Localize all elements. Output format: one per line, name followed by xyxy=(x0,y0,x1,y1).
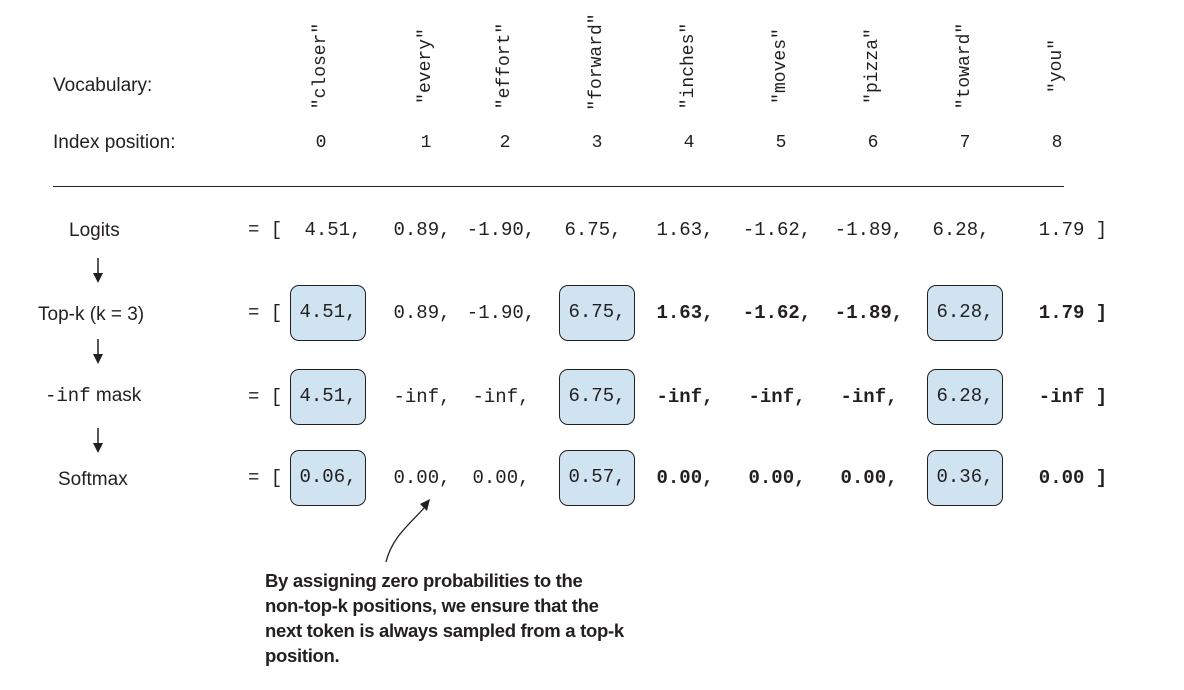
mask-highlight-value: 6.75, xyxy=(568,385,626,407)
mask-label-code: -inf xyxy=(45,385,91,407)
softmax-highlight-cell: 0.06, xyxy=(290,450,366,506)
logits-value: -1.89, xyxy=(834,219,904,241)
annotation-arrow-icon xyxy=(385,499,430,563)
mask-value: -inf, xyxy=(656,386,714,408)
down-arrow-icon xyxy=(93,258,103,283)
mask-prefix: = [ xyxy=(248,386,283,408)
softmax-value: 0.00, xyxy=(472,467,530,489)
topk-value: -1.62, xyxy=(742,302,812,324)
mask-highlight-value: 6.28, xyxy=(936,385,994,407)
mask-highlight-cell: 6.75, xyxy=(559,369,635,425)
vocab-word: "pizza" xyxy=(863,28,883,104)
mask-label: -inf mask xyxy=(45,385,141,407)
logits-value: 6.28, xyxy=(932,219,990,241)
logits-value: -1.62, xyxy=(742,219,812,241)
annotation-text: By assigning zero probabilities to the n… xyxy=(265,570,624,666)
vocab-word: "every" xyxy=(416,28,436,104)
logits-value: 6.75, xyxy=(564,219,622,241)
mask-value: -inf, xyxy=(748,386,806,408)
index-number: 7 xyxy=(959,133,971,153)
index-number: 1 xyxy=(420,133,432,153)
topk-highlight-value: 6.75, xyxy=(568,301,626,323)
vocab-word: "effort" xyxy=(495,22,515,110)
softmax-highlight-value: 0.36, xyxy=(936,466,994,488)
softmax-value: 0.00, xyxy=(840,467,898,489)
down-arrow-icon xyxy=(93,428,103,453)
logits-prefix: = [ xyxy=(248,219,283,241)
softmax-highlight-cell: 0.36, xyxy=(927,450,1003,506)
vocab-word: "closer" xyxy=(311,22,331,110)
softmax-value: 0.00, xyxy=(656,467,714,489)
logits-value: 1.79 ] xyxy=(1038,219,1108,241)
mask-value: -inf, xyxy=(393,386,451,408)
vocab-word: "you" xyxy=(1047,38,1067,94)
softmax-prefix: = [ xyxy=(248,467,283,489)
topk-value: -1.89, xyxy=(834,302,904,324)
topk-highlight-value: 4.51, xyxy=(299,301,357,323)
logits-value: 1.63, xyxy=(656,219,714,241)
mask-value: -inf, xyxy=(472,386,530,408)
index-number: 8 xyxy=(1051,133,1063,153)
vocabulary-label: Vocabulary: xyxy=(53,75,153,96)
topk-highlight-cell: 6.75, xyxy=(559,285,635,341)
index-position-label: Index position: xyxy=(53,132,176,153)
index-number: 0 xyxy=(315,133,327,153)
mask-highlight-value: 4.51, xyxy=(299,385,357,407)
mask-highlight-cell: 4.51, xyxy=(290,369,366,425)
vocab-word: "forward" xyxy=(587,13,607,111)
down-arrow-icon xyxy=(93,339,103,364)
header-divider xyxy=(53,186,1064,187)
topk-highlight-cell: 6.28, xyxy=(927,285,1003,341)
softmax-highlight-value: 0.57, xyxy=(568,466,626,488)
topk-value: -1.90, xyxy=(466,302,536,324)
index-number: 3 xyxy=(591,133,603,153)
vocab-word: "moves" xyxy=(771,28,791,104)
topk-prefix: = [ xyxy=(248,302,283,324)
softmax-value: 0.00, xyxy=(393,467,451,489)
softmax-highlight-cell: 0.57, xyxy=(559,450,635,506)
topk-highlight-value: 6.28, xyxy=(936,301,994,323)
logits-value: 4.51, xyxy=(304,219,362,241)
topk-highlight-cell: 4.51, xyxy=(290,285,366,341)
softmax-label: Softmax xyxy=(58,469,128,490)
vocab-word: "toward" xyxy=(955,22,975,110)
topk-value: 1.79 ] xyxy=(1038,302,1108,324)
index-number: 4 xyxy=(683,133,695,153)
softmax-value: 0.00 ] xyxy=(1038,467,1108,489)
mask-label-text: mask xyxy=(90,385,142,406)
vocab-word: "inches" xyxy=(679,22,699,110)
mask-value: -inf, xyxy=(840,386,898,408)
softmax-value: 0.00, xyxy=(748,467,806,489)
logits-value: -1.90, xyxy=(466,219,536,241)
topk-label: Top-k (k = 3) xyxy=(38,304,145,325)
index-number: 2 xyxy=(499,133,511,153)
mask-highlight-cell: 6.28, xyxy=(927,369,1003,425)
mask-value: -inf ] xyxy=(1038,386,1108,408)
logits-value: 0.89, xyxy=(393,219,451,241)
index-number: 5 xyxy=(775,133,787,153)
topk-value: 0.89, xyxy=(393,302,451,324)
softmax-highlight-value: 0.06, xyxy=(299,466,357,488)
topk-value: 1.63, xyxy=(656,302,714,324)
logits-label: Logits xyxy=(69,220,120,241)
index-number: 6 xyxy=(867,133,879,153)
